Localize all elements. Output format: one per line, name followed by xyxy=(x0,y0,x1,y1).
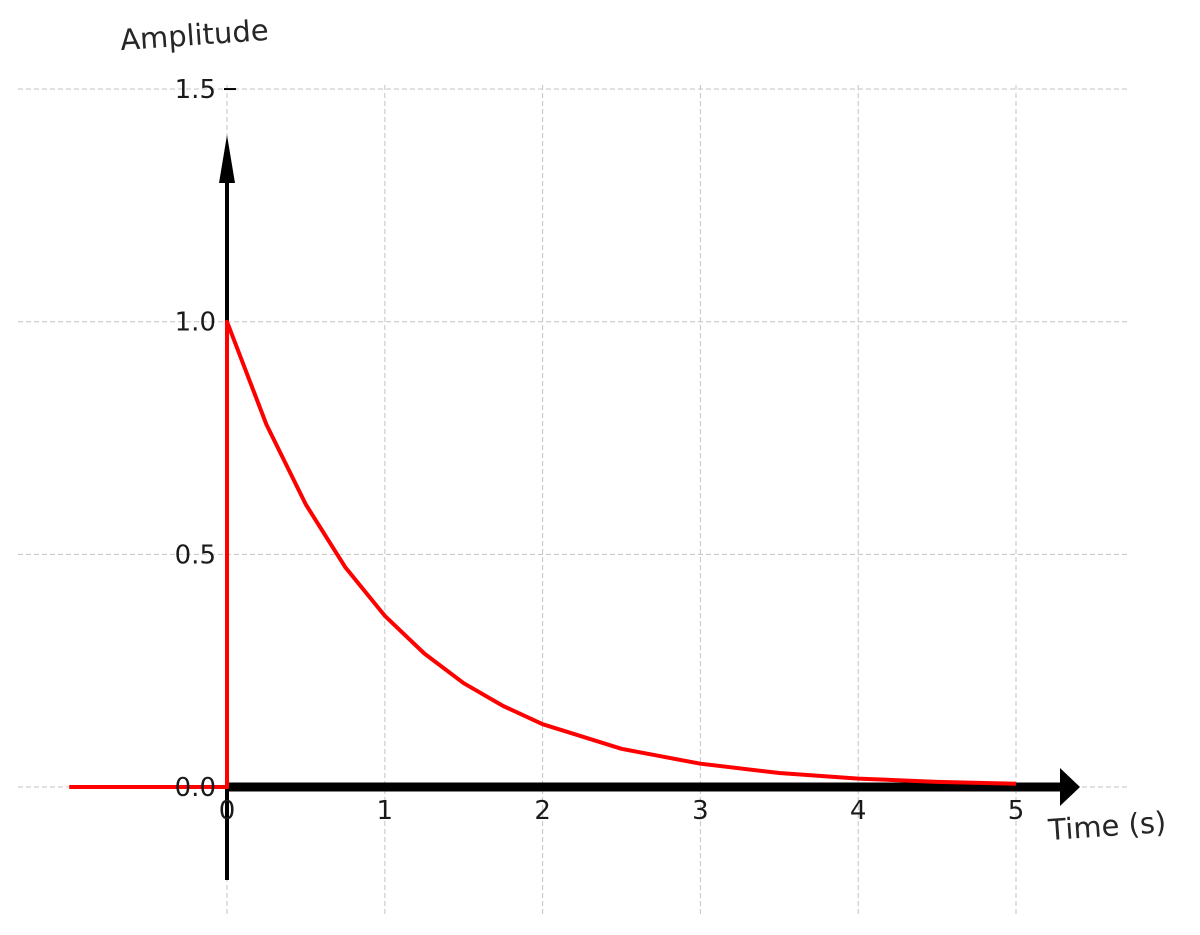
x-tick-label: 1 xyxy=(377,796,394,826)
y-tick-label: 0.5 xyxy=(175,540,216,570)
series-line xyxy=(69,319,1017,789)
x-tick-label: 4 xyxy=(850,796,867,826)
x-tick-label: 3 xyxy=(692,796,709,826)
y-tick-label: 1.0 xyxy=(175,308,216,338)
y-axis-label: Amplitude xyxy=(119,13,270,57)
y-axis-arrow xyxy=(219,135,235,183)
x-tick-label: 2 xyxy=(534,796,551,826)
y-tick-label: 0.0 xyxy=(175,773,216,803)
x-axis-arrow xyxy=(1060,768,1080,806)
x-tick-label: 0 xyxy=(219,796,236,826)
x-tick-label: 5 xyxy=(1008,796,1025,826)
x-axis-label: Time (s) xyxy=(1046,805,1167,847)
y-tick-label: 1.5 xyxy=(175,75,216,105)
